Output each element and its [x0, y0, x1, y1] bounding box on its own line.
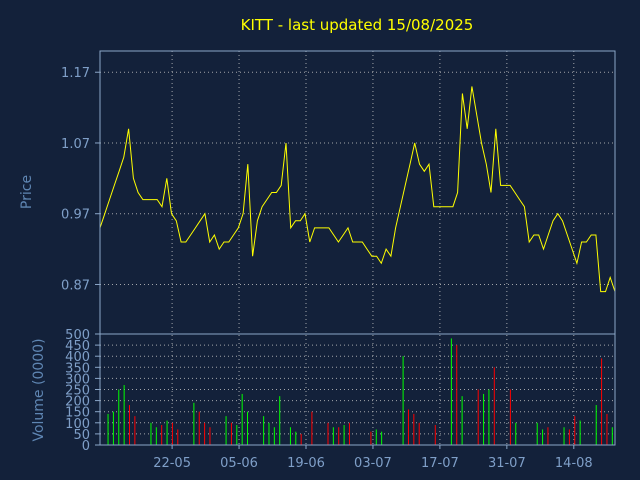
price-tick-label: 0.87: [61, 278, 90, 293]
volume-bars: [107, 338, 613, 445]
volume-tick-label: 150: [65, 406, 90, 421]
price-grid: [100, 51, 615, 445]
volume-tick-label: 350: [65, 361, 90, 376]
volume-tick-label: 450: [65, 339, 90, 354]
price-tick-label: 1.17: [61, 66, 90, 81]
volume-tick-label: 50: [73, 428, 90, 443]
volume-tick-label: 250: [65, 384, 90, 399]
price-tick-label: 1.07: [61, 137, 90, 152]
volume-tick-label: 500: [65, 328, 90, 343]
volume-axis-label: Volume (0000): [31, 338, 47, 441]
volume-grid: [100, 344, 615, 435]
price-frame: [99, 50, 616, 335]
chart-title: KITT - last updated 15/08/2025: [241, 16, 474, 34]
volume-tick-label: 300: [65, 372, 90, 387]
volume-tick-label: 400: [65, 350, 90, 365]
x-tick-label: 22-05: [153, 456, 191, 471]
x-tick-label: 05-06: [220, 456, 258, 471]
volume-tick-label: 200: [65, 395, 90, 410]
volume-tick-label: 100: [65, 417, 90, 432]
price-line: [99, 86, 616, 293]
x-tick-label: 17-07: [421, 456, 459, 471]
x-axis: 22-05 05-06 19-06 03-07 17-07 31-07 14-08: [153, 445, 593, 471]
price-tick-label: 0.97: [61, 208, 90, 223]
x-tick-label: 31-07: [488, 456, 526, 471]
price-axis-label: Price: [19, 175, 35, 209]
volume-tick-label: 0: [82, 439, 90, 454]
price-y-axis: 1.17 1.07 0.97 0.87: [61, 66, 100, 293]
x-tick-label: 14-08: [555, 456, 593, 471]
x-tick-label: 19-06: [287, 456, 325, 471]
volume-frame: [99, 333, 616, 446]
x-tick-label: 03-07: [354, 456, 392, 471]
